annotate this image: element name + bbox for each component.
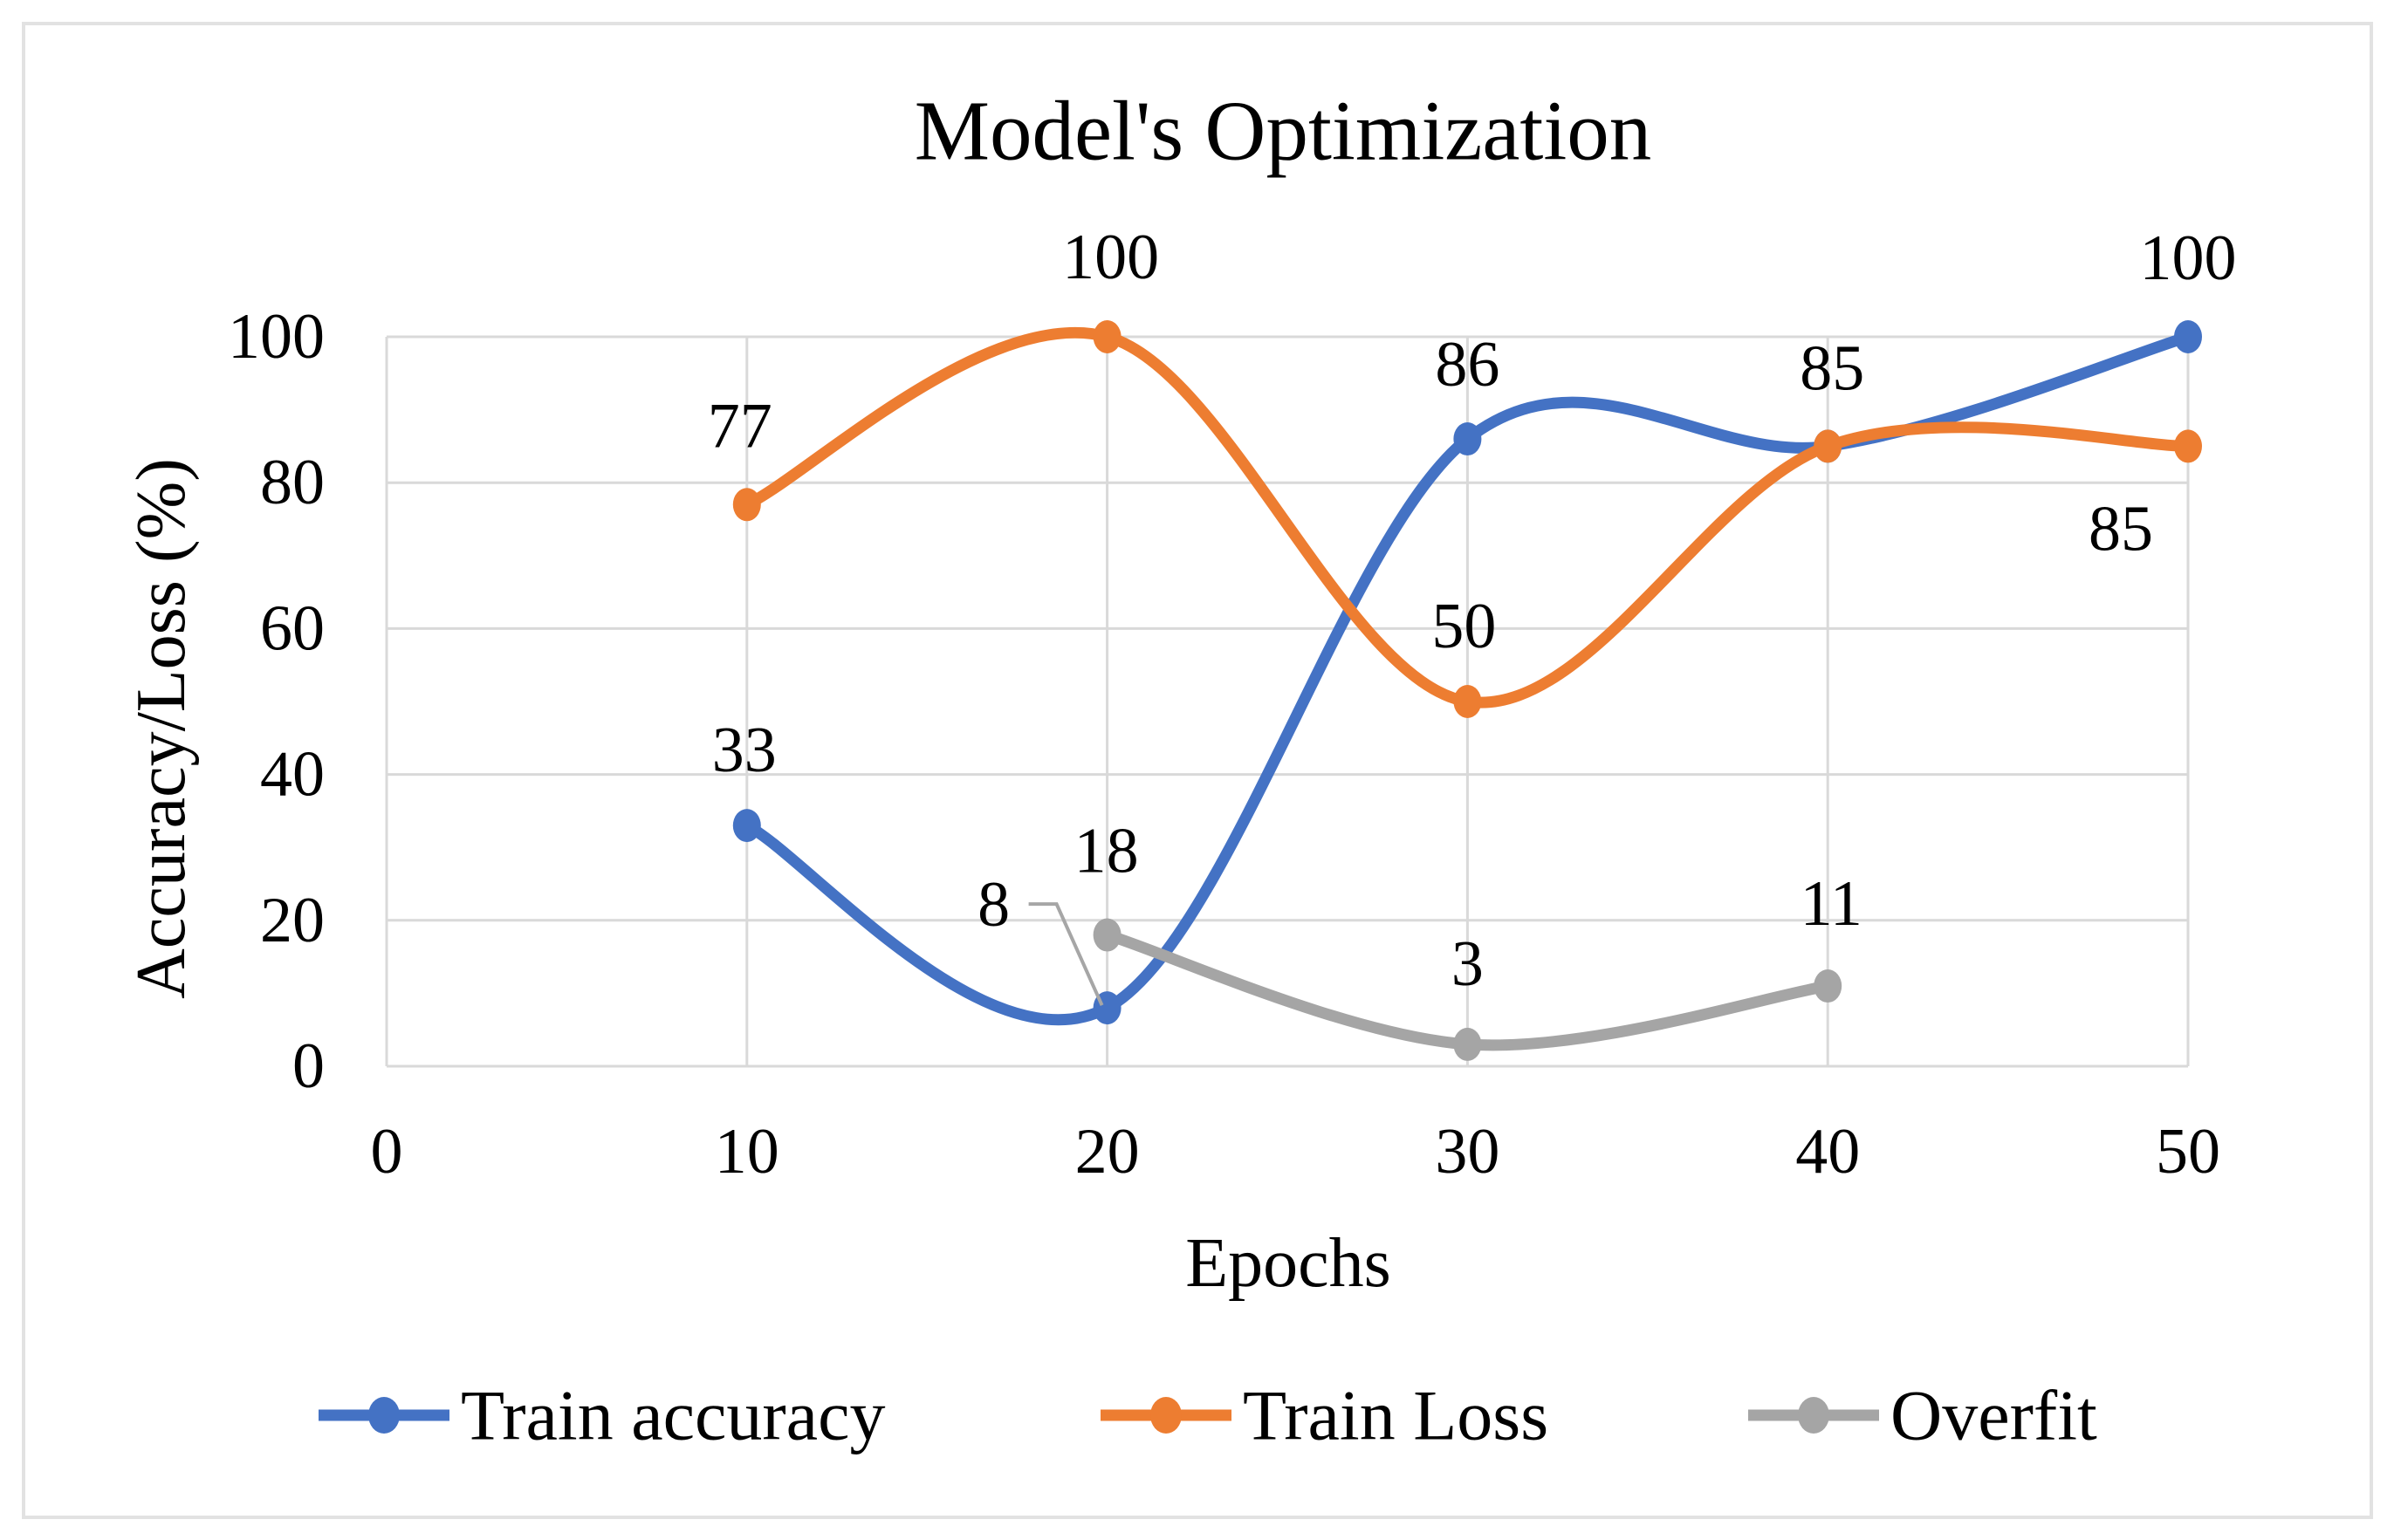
legend-marker bbox=[1150, 1397, 1182, 1434]
series-train-loss bbox=[732, 320, 2202, 718]
data-point-marker bbox=[1093, 918, 1122, 952]
data-label-train-accuracy: 86 bbox=[1435, 329, 1499, 400]
data-label-train-accuracy: 8 bbox=[977, 869, 1010, 941]
legend-marker bbox=[1798, 1397, 1829, 1434]
y-axis-title: Accuracy/Loss (%) bbox=[123, 458, 200, 999]
data-label-train-accuracy: 33 bbox=[712, 715, 777, 786]
data-label-train-loss: 100 bbox=[1062, 222, 1159, 293]
legend-label: Overfit bbox=[1890, 1376, 2097, 1455]
data-label-train-loss: 85 bbox=[2089, 493, 2153, 565]
data-point-marker bbox=[1814, 429, 1842, 463]
data-point-marker bbox=[1453, 422, 1482, 456]
series-layer bbox=[732, 320, 2202, 1061]
data-label-overfit: 3 bbox=[1451, 928, 1484, 1000]
data-label-train-loss: 50 bbox=[1431, 591, 1496, 662]
legend: Train accuracy Train Loss Overfit bbox=[319, 1376, 2097, 1455]
y-tick-label: 40 bbox=[260, 739, 325, 811]
legend-item-overfit: Overfit bbox=[1748, 1376, 2097, 1455]
data-label-overfit: 18 bbox=[1074, 816, 1139, 887]
legend-item-train-loss: Train Loss bbox=[1101, 1376, 1548, 1455]
data-point-marker bbox=[1453, 1027, 1482, 1061]
x-tick-label: 20 bbox=[1075, 1116, 1140, 1188]
x-axis-tick-labels: 0 10 20 30 40 50 bbox=[371, 1116, 2221, 1188]
legend-label: Train accuracy bbox=[461, 1376, 885, 1455]
data-label-overfit: 11 bbox=[1801, 868, 1862, 940]
data-point-marker bbox=[732, 809, 761, 843]
data-label-train-loss: 77 bbox=[708, 390, 772, 462]
legend-marker bbox=[368, 1397, 400, 1434]
x-tick-label: 50 bbox=[2156, 1116, 2220, 1188]
data-label-train-loss: 85 bbox=[1800, 332, 1864, 404]
y-tick-label: 0 bbox=[292, 1030, 325, 1102]
series-overfit bbox=[1093, 918, 1842, 1061]
data-point-marker bbox=[1453, 685, 1482, 718]
chart-title: Model's Optimization bbox=[915, 85, 1652, 178]
x-tick-label: 0 bbox=[371, 1116, 403, 1188]
y-tick-label: 100 bbox=[228, 301, 325, 373]
data-point-marker bbox=[732, 488, 761, 522]
y-tick-label: 20 bbox=[260, 885, 325, 956]
data-label-layer: 33 8 86 100 77 100 50 85 85 18 3 11 bbox=[708, 222, 2237, 1006]
x-tick-label: 40 bbox=[1795, 1116, 1860, 1188]
y-tick-label: 60 bbox=[260, 592, 325, 664]
y-axis-tick-labels: 0 20 40 60 80 100 bbox=[228, 301, 325, 1102]
x-tick-label: 30 bbox=[1435, 1116, 1499, 1188]
data-point-marker bbox=[2174, 320, 2202, 353]
x-axis-title: Epochs bbox=[1185, 1225, 1391, 1302]
legend-label: Train Loss bbox=[1243, 1376, 1548, 1455]
x-tick-label: 10 bbox=[715, 1116, 779, 1188]
data-point-marker bbox=[2174, 429, 2202, 463]
data-point-marker bbox=[1814, 969, 1842, 1003]
data-point-marker bbox=[1093, 320, 1122, 353]
chart-border bbox=[22, 22, 2373, 1519]
legend-item-train-accuracy: Train accuracy bbox=[319, 1376, 885, 1455]
data-label-leader-line bbox=[1028, 902, 1104, 1006]
y-tick-label: 80 bbox=[260, 447, 325, 518]
data-label-train-accuracy: 100 bbox=[2140, 222, 2237, 294]
